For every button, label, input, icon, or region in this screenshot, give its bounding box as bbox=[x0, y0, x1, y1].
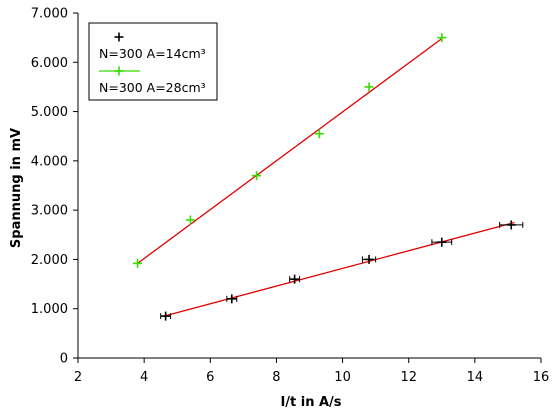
x-tick-label: 8 bbox=[272, 370, 280, 385]
legend: N=300 A=14cm³ N=300 A=28cm³ bbox=[88, 22, 218, 101]
plot-area bbox=[133, 33, 524, 321]
legend-label-2: N=300 A=28cm³ bbox=[99, 80, 206, 95]
y-tick-label: 0 bbox=[60, 352, 68, 367]
x-tick-label: 10 bbox=[334, 370, 351, 385]
y-tick-label: 4.000 bbox=[31, 154, 68, 169]
data-point bbox=[437, 33, 447, 43]
y-tick-label: 7.000 bbox=[31, 7, 68, 22]
x-tick-label: 12 bbox=[400, 370, 417, 385]
x-tick-label: 16 bbox=[533, 370, 550, 385]
axes: 2 4 6 8 10 12 14 16 0 1.000 2.000 3.000 4.000 5.000 6.… bbox=[31, 7, 549, 386]
data-point bbox=[290, 274, 300, 284]
y-tick-label: 2.000 bbox=[31, 253, 68, 268]
series-2 bbox=[133, 33, 447, 268]
data-point bbox=[437, 237, 447, 247]
y-tick-label: 3.000 bbox=[31, 204, 68, 219]
series-1 bbox=[160, 220, 524, 321]
data-point bbox=[227, 294, 237, 304]
data-point bbox=[252, 171, 262, 181]
fit-line-series-1 bbox=[163, 221, 515, 317]
data-point bbox=[185, 215, 195, 225]
data-point bbox=[314, 129, 324, 139]
legend-box bbox=[88, 22, 218, 101]
x-axis-title: I/t in A/s bbox=[280, 395, 341, 410]
y-axis-title: Spannung in mV bbox=[9, 128, 24, 248]
data-point bbox=[133, 258, 143, 268]
x-tick-label: 2 bbox=[74, 370, 82, 385]
x-tick-label: 6 bbox=[206, 370, 214, 385]
y-tick-label: 6.000 bbox=[31, 56, 68, 71]
y-tick-label: 5.000 bbox=[31, 105, 68, 120]
x-tick-label: 14 bbox=[467, 370, 484, 385]
legend-label-1: N=300 A=14cm³ bbox=[99, 46, 206, 61]
x-tick-label: 4 bbox=[140, 370, 148, 385]
data-point bbox=[364, 254, 374, 264]
data-point bbox=[506, 220, 516, 230]
legend-entry-2: N=300 A=28cm³ bbox=[99, 66, 206, 95]
fit-line-series-2 bbox=[137, 38, 443, 264]
data-point bbox=[161, 311, 171, 321]
legend-entry-1: N=300 A=14cm³ bbox=[99, 32, 206, 61]
y-tick-label: 1.000 bbox=[31, 302, 68, 317]
data-point bbox=[364, 82, 374, 92]
